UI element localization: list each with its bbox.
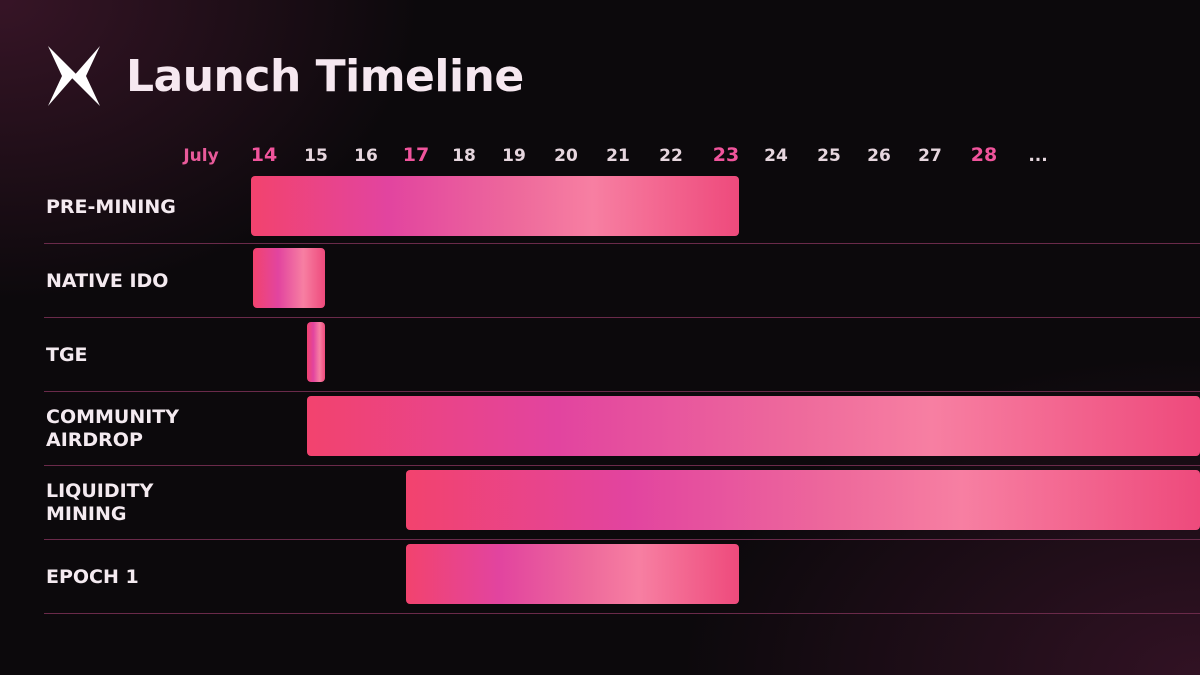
day-tick-label: 18 <box>452 146 476 166</box>
day-tick-label: 23 <box>712 144 740 166</box>
day-tick-label: 28 <box>970 144 998 166</box>
timeline-bar <box>251 176 739 236</box>
day-tick-label: 26 <box>867 146 891 166</box>
row-label: LIQUIDITY MINING <box>46 480 154 525</box>
row-divider <box>44 539 1200 540</box>
x-cross-logo-icon <box>48 46 100 106</box>
row-divider <box>44 613 1200 614</box>
day-tick-label: 24 <box>764 146 788 166</box>
timeline-bar <box>253 248 325 308</box>
month-label: July <box>183 146 219 166</box>
row-label: PRE-MINING <box>46 195 176 218</box>
row-divider <box>44 465 1200 466</box>
timeline-bar <box>307 396 1200 456</box>
day-tick-label: 19 <box>502 146 526 166</box>
row-label: EPOCH 1 <box>46 565 139 588</box>
timeline-bar <box>406 544 739 604</box>
day-tick-label: 14 <box>250 144 278 166</box>
day-tick-label: 27 <box>918 146 942 166</box>
day-tick-label: ... <box>1028 146 1048 166</box>
day-tick-label: 16 <box>354 146 378 166</box>
row-label: TGE <box>46 343 88 366</box>
day-tick-label: 17 <box>402 144 430 166</box>
day-tick-label: 22 <box>659 146 683 166</box>
day-tick-label: 21 <box>606 146 630 166</box>
page-title: Launch Timeline <box>126 51 524 102</box>
day-tick-label: 25 <box>817 146 841 166</box>
row-divider <box>44 391 1200 392</box>
day-tick-label: 15 <box>304 146 328 166</box>
timeline-bar <box>307 322 325 382</box>
row-label: COMMUNITY AIRDROP <box>46 406 180 451</box>
day-tick-label: 20 <box>554 146 578 166</box>
timeline-bar <box>406 470 1200 530</box>
row-label: NATIVE IDO <box>46 269 169 292</box>
row-divider <box>44 243 1200 244</box>
row-divider <box>44 317 1200 318</box>
